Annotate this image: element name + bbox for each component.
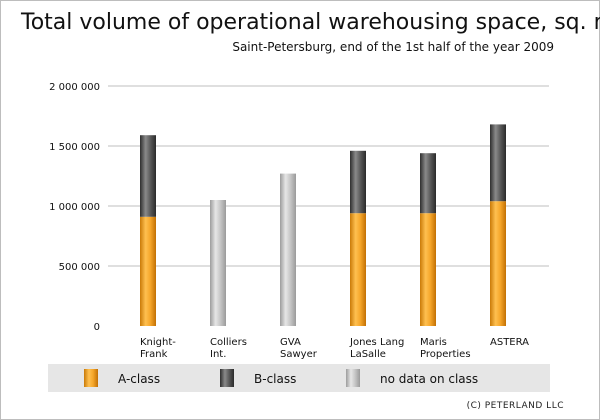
bar-b-class [140, 135, 156, 217]
legend-label: B-class [254, 372, 296, 386]
x-tick-label: Sawyer [280, 349, 318, 360]
x-tick-label: Int. [210, 349, 226, 360]
bar-no-data-on-class [210, 200, 226, 326]
y-tick-label: 0 [94, 322, 100, 333]
bar-b-class [490, 124, 506, 202]
x-tick-label: Knight- [140, 337, 176, 348]
bar-a-class [140, 216, 156, 326]
y-tick-label: 2 000 000 [49, 82, 100, 93]
bar-a-class [420, 213, 436, 326]
bar-a-class [490, 201, 506, 326]
legend-swatch [346, 369, 360, 387]
x-tick-label: Frank [140, 349, 168, 360]
x-tick-label: Properties [420, 349, 471, 360]
bar-b-class [350, 150, 366, 214]
bar-no-data-on-class [280, 173, 296, 326]
y-tick-label: 1 000 000 [49, 202, 100, 213]
x-tick-label: ASTERA [490, 337, 529, 348]
bar-a-class [350, 213, 366, 326]
x-tick-label: Maris [420, 337, 447, 348]
chart-subtitle: Saint-Petersburg, end of the 1st half of… [232, 40, 554, 54]
legend-label: A-class [118, 372, 160, 386]
legend-swatch [220, 369, 234, 387]
legend: A-class B-class no data on class [84, 369, 478, 387]
chart-title: Total volume of operational warehousing … [21, 10, 600, 35]
x-tick-label: Colliers [210, 337, 247, 348]
y-tick-label: 1 500 000 [49, 142, 100, 153]
x-tick-label: GVA [280, 337, 301, 348]
y-tick-label: 500 000 [59, 262, 100, 273]
x-tick-label: Jones Lang [349, 337, 404, 348]
legend-label: no data on class [380, 372, 478, 386]
copyright-text: (C) PETERLAND LLC [466, 401, 564, 411]
legend-swatch [84, 369, 98, 387]
bar-b-class [420, 153, 436, 214]
legend-background [48, 364, 550, 392]
x-tick-label: LaSalle [350, 349, 386, 360]
